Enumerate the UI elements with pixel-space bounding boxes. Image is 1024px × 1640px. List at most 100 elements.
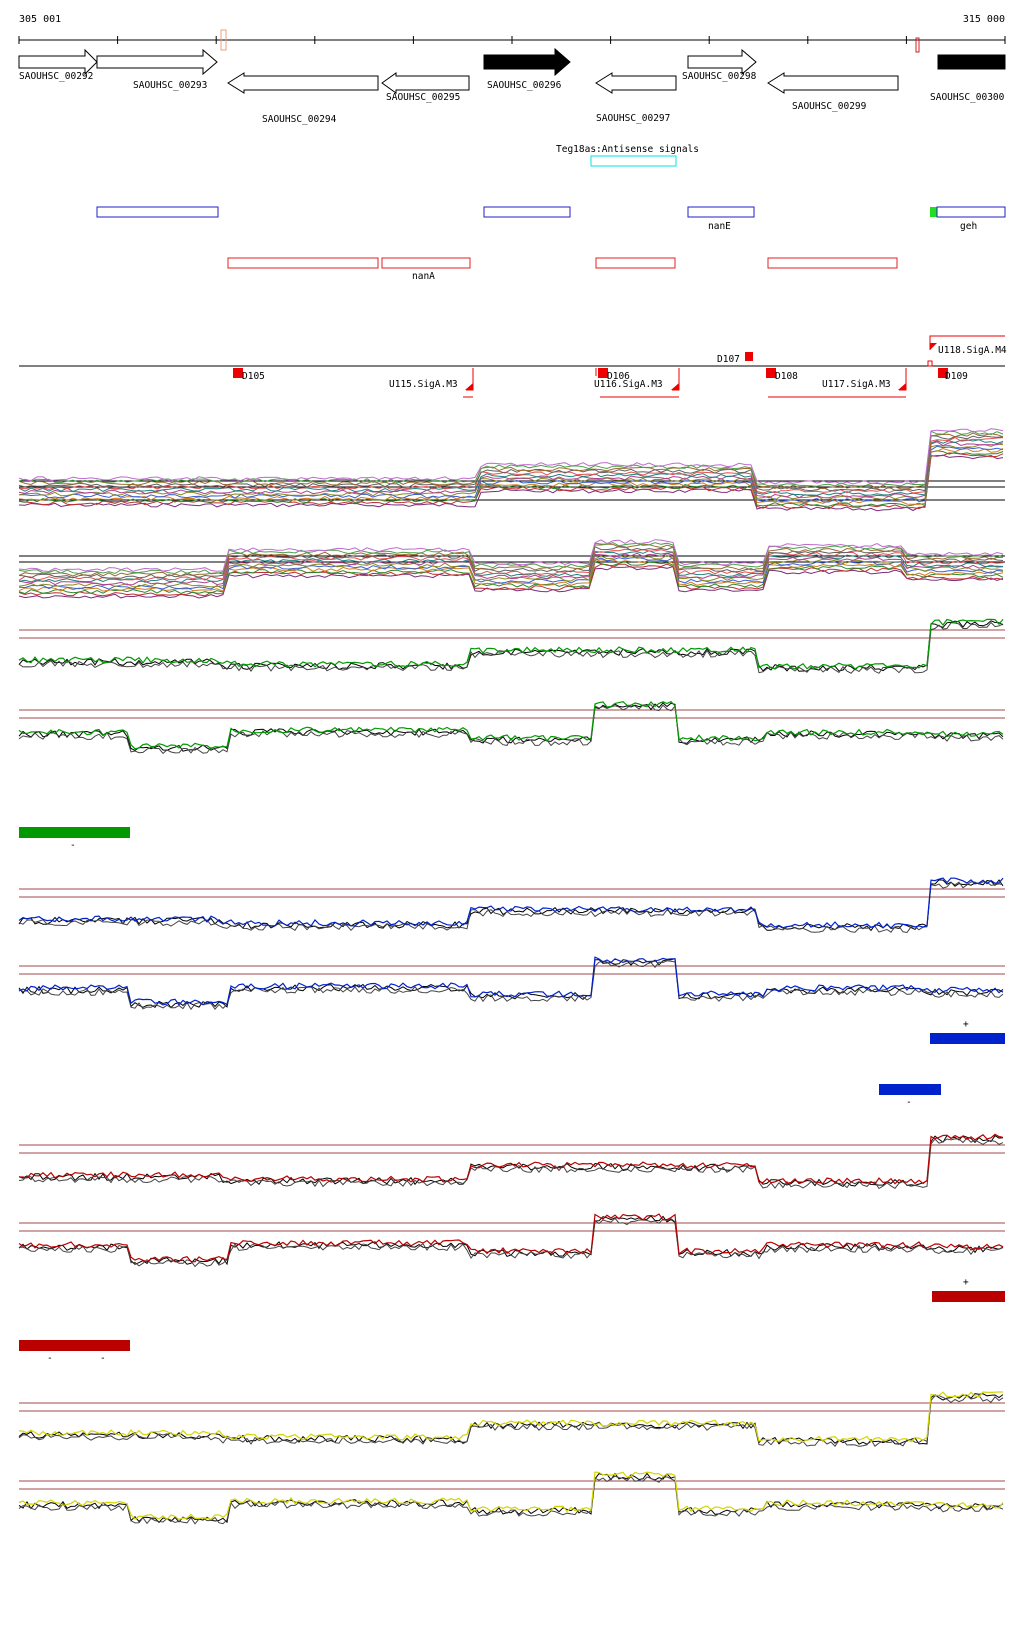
minus-operon-box[interactable] [595, 257, 676, 269]
plus-operon-box[interactable] [936, 206, 1006, 218]
gene-label-00296: SAOUHSC_00296 [487, 80, 562, 91]
replicate-trace [18, 879, 1004, 932]
operon-label-nanA: nanA [412, 271, 435, 282]
down-shift-marker[interactable] [766, 368, 776, 378]
gene-arrow-00295[interactable] [381, 72, 470, 94]
plus-operon-box[interactable] [687, 206, 755, 218]
overview-series-line [18, 554, 1004, 588]
plus-strand-operons: nanE geh [96, 206, 1006, 232]
plus-operon-box[interactable] [96, 206, 219, 218]
overview-series-line [18, 454, 1004, 512]
gene-track: SAOUHSC_00292 SAOUHSC_00293 SAOUHSC_0029… [18, 47, 1006, 125]
gene-label-00300: SAOUHSC_00300 [930, 92, 1005, 103]
overview-series-line [18, 559, 1004, 592]
start-coordinate: 305 001 [19, 14, 61, 25]
condition-panel [18, 877, 1005, 1011]
antisense-label: Teg18as:Antisense signals [556, 144, 699, 155]
overview-series-line [18, 430, 1004, 487]
replicate-trace [18, 702, 1004, 752]
overview-series-line [18, 545, 1004, 579]
condition-panel [18, 1133, 1005, 1268]
overview-series-line [18, 447, 1004, 505]
plus-operon-box[interactable] [483, 206, 571, 218]
operon-label-geh: geh [960, 221, 977, 232]
replicate-trace [18, 1475, 1004, 1525]
down-shift-marker[interactable] [598, 368, 608, 378]
up-shift-label: U117.SigA.M3 [822, 379, 891, 390]
overview-series-line [18, 435, 1004, 492]
condition-panel [18, 1391, 1005, 1525]
down-shift-label: D108 [775, 371, 798, 382]
gene-label-00298: SAOUHSC_00298 [682, 71, 757, 82]
down-shift-label: D109 [945, 371, 968, 382]
condition-trace [18, 1471, 1004, 1521]
condition-trace [18, 1391, 1003, 1443]
replicate-trace [18, 881, 1004, 934]
overview-series-line [18, 556, 1004, 590]
gene-arrow-00300[interactable] [937, 54, 1006, 70]
gene-label-00295: SAOUHSC_00295 [386, 92, 460, 103]
gene-label-00292: SAOUHSC_00292 [19, 71, 93, 82]
minus-operon-box[interactable] [767, 257, 898, 269]
condition-bar-blue[interactable] [879, 1084, 941, 1095]
down-shift-marker[interactable] [745, 352, 753, 361]
overview-series-line [18, 452, 1004, 510]
overview-series-line [18, 552, 1004, 586]
antisense-box[interactable] [590, 155, 677, 167]
replicate-trace [18, 620, 1004, 672]
overview-series-line [19, 445, 1004, 503]
condition-bar-green[interactable] [19, 827, 130, 838]
minus-operon-box[interactable] [227, 257, 379, 269]
up-shift-label: U118.SigA.M4 [938, 345, 1007, 356]
gene-label-00299: SAOUHSC_00299 [792, 101, 867, 112]
down-shift-marker[interactable] [233, 368, 243, 378]
condition-trace [18, 956, 1004, 1006]
condition-bar-label: - [70, 840, 76, 851]
up-shift-label: U116.SigA.M3 [594, 379, 663, 390]
condition-bar-label: - [906, 1097, 912, 1108]
overview-series-line [18, 548, 1004, 581]
condition-trace [18, 1213, 1004, 1263]
up-shift-label: U115.SigA.M3 [389, 379, 458, 390]
down-shift-label: D105 [242, 371, 265, 382]
replicate-trace [18, 704, 1004, 755]
gene-arrow-00298[interactable] [687, 48, 757, 76]
gene-arrow-00299[interactable] [767, 72, 899, 94]
down-shift-label: D107 [717, 354, 740, 365]
gene-arrow-00297[interactable] [595, 72, 677, 94]
overview-series-line [18, 543, 1004, 577]
replicate-trace [18, 960, 1004, 1011]
condition-panel [18, 618, 1005, 755]
antisense-track: Teg18as:Antisense signals [556, 144, 699, 167]
replicate-trace [18, 1217, 1004, 1268]
segmentation-track: U118.SigA.M4 D107 D105 D106 D108 D109 U1… [19, 335, 1007, 398]
overview-series-line [18, 439, 1004, 496]
minus-operon-box[interactable] [381, 257, 471, 269]
condition-bar-red[interactable] [19, 1340, 130, 1351]
plus-operon-start-marker [930, 207, 937, 217]
gene-arrow-00294[interactable] [227, 72, 379, 94]
gene-arrow-00293[interactable] [96, 48, 218, 76]
condition-bar-blue[interactable] [930, 1033, 1005, 1044]
overview-series-line [18, 432, 1004, 490]
condition-trace [18, 877, 1004, 929]
condition-bar-label: - [100, 1353, 106, 1364]
gene-arrow-00296[interactable] [483, 47, 571, 77]
coordinate-ruler: 305 001 315 000 [18, 14, 1006, 53]
ruler-marker-left [220, 29, 227, 51]
condition-bar-label: + [963, 1277, 969, 1288]
ruler-marker-right [915, 37, 920, 53]
overview-series-line [18, 542, 1004, 575]
condition-bar-red[interactable] [932, 1291, 1005, 1302]
minus-strand-operons: nanA [227, 257, 898, 282]
overview-series-line [18, 443, 1004, 501]
replicate-trace [18, 1134, 1004, 1188]
replicate-trace [18, 957, 1004, 1009]
down-shift-marker[interactable] [938, 368, 948, 378]
gene-label-00294: SAOUHSC_00294 [262, 114, 337, 125]
condition-bar-label: + [963, 1019, 969, 1030]
condition-trace [19, 1133, 1004, 1185]
gene-arrow-00292[interactable] [18, 48, 98, 76]
gene-label-00297: SAOUHSC_00297 [596, 113, 670, 124]
